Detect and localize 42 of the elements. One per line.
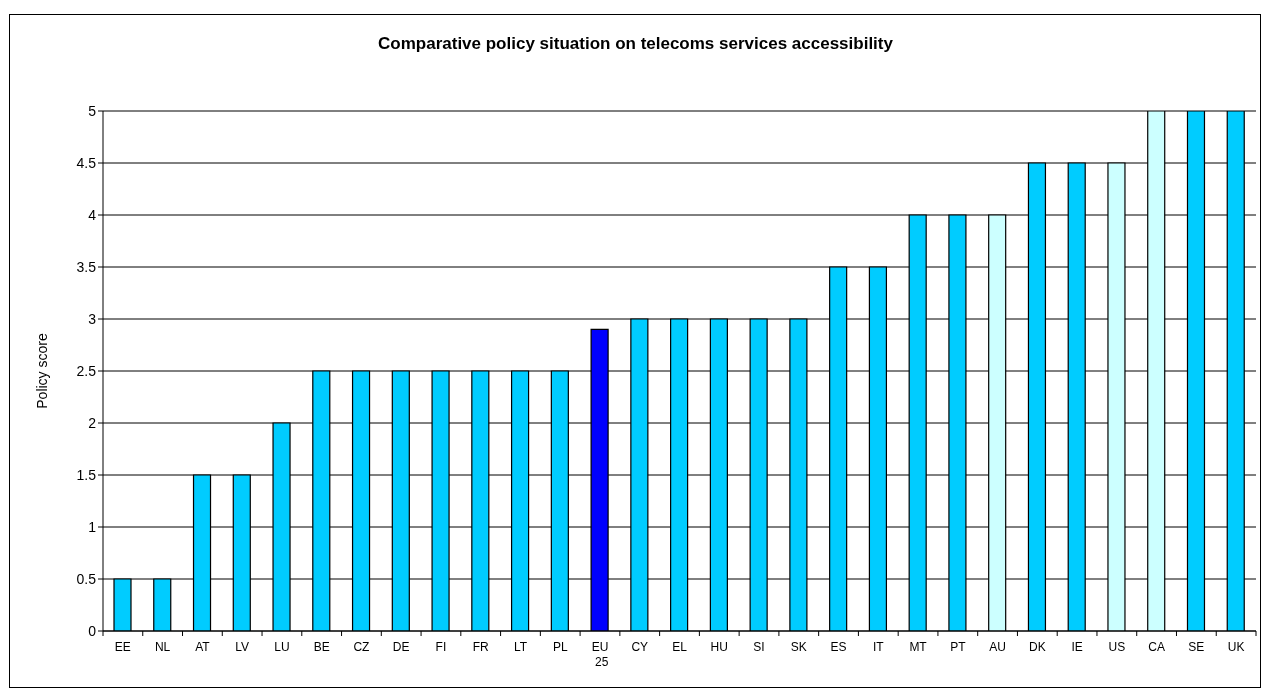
x-tick-label: EU 25 xyxy=(591,640,609,669)
x-tick-label: DE xyxy=(392,640,410,654)
x-tick-label: IE xyxy=(1071,640,1083,654)
y-tick-label: 4.5 xyxy=(76,154,97,171)
chart-title: Comparative policy situation on telecoms services accessibility xyxy=(377,34,894,54)
y-axis-title: Policy score xyxy=(34,333,50,409)
x-tick-label: FI xyxy=(435,640,447,654)
x-tick-label: US xyxy=(1108,640,1126,654)
y-tick-label: 1.5 xyxy=(76,466,97,483)
x-tick-label: CZ xyxy=(353,640,370,654)
x-tick-label: SE xyxy=(1188,640,1205,654)
x-tick-label: UK xyxy=(1227,640,1245,654)
y-tick-label: 3.5 xyxy=(76,258,97,275)
y-tick-label: 5 xyxy=(88,102,97,119)
y-tick-label: 2.5 xyxy=(76,362,97,379)
x-tick-label: EE xyxy=(114,640,131,654)
x-tick-label: CY xyxy=(631,640,649,654)
x-tick-label: AU xyxy=(989,640,1006,654)
x-tick-label: ES xyxy=(830,640,847,654)
x-tick-label: LV xyxy=(235,640,250,654)
y-tick-label: 1 xyxy=(88,518,97,535)
x-tick-label: LU xyxy=(274,640,290,654)
y-tick-label: 4 xyxy=(88,206,97,223)
x-tick-label: SK xyxy=(790,640,807,654)
x-tick-label: IT xyxy=(872,640,885,654)
x-tick-label: AT xyxy=(195,640,211,654)
x-tick-label: SI xyxy=(753,640,765,654)
y-tick-label: 0.5 xyxy=(76,570,97,587)
x-tick-label: EL xyxy=(672,640,688,654)
x-tick-label: DK xyxy=(1028,640,1046,654)
x-tick-label: MT xyxy=(909,640,928,654)
x-tick-label: FR xyxy=(472,640,490,654)
x-tick-label: NL xyxy=(154,640,171,654)
x-tick-label: BE xyxy=(313,640,330,654)
x-tick-label: PL xyxy=(552,640,568,654)
x-tick-label: LT xyxy=(513,640,528,654)
x-tick-label: PT xyxy=(950,640,967,654)
y-tick-label: 0 xyxy=(88,622,97,639)
x-tick-label: CA xyxy=(1148,640,1165,654)
y-tick-label: 3 xyxy=(88,310,97,327)
x-tick-label: HU xyxy=(710,640,728,654)
y-tick-label: 2 xyxy=(88,414,97,431)
